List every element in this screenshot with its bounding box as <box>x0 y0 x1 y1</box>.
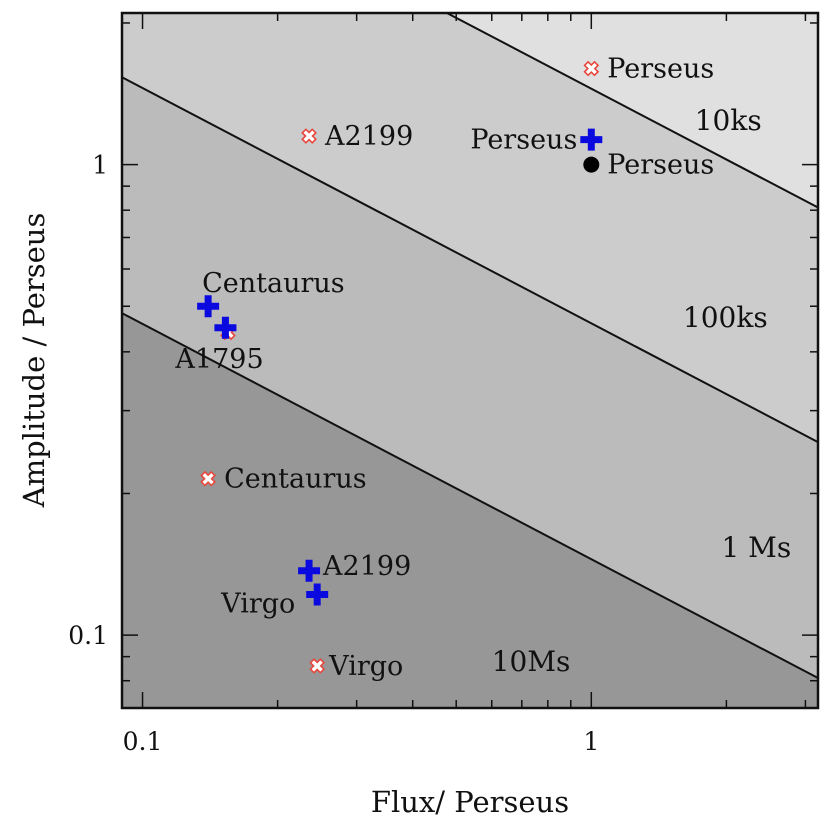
data-points <box>197 60 603 674</box>
red-x-shape <box>309 658 326 674</box>
x-axis-label: Flux/ Perseus <box>371 785 569 819</box>
x-tick-label: 1 <box>583 727 599 756</box>
point-label-a2199: A2199 <box>322 551 411 582</box>
point-label-perseus: Perseus <box>470 125 577 156</box>
red-x-marker <box>583 60 600 77</box>
tick-labels: 0.1 1 0.1 1 <box>68 151 599 756</box>
blue-plus-marker <box>214 316 237 339</box>
blue-plus-marker <box>306 583 329 606</box>
red-x-marker <box>301 128 317 144</box>
blue-plus-shape <box>197 295 220 318</box>
blue-plus-marker <box>197 295 220 318</box>
point-labels: Perseus A2199 Centaurus Virgo Perseus Centaur… <box>174 54 714 682</box>
exposure-label-10ms: 10Ms <box>492 645 571 678</box>
exposure-label-1ms: 1 Ms <box>721 531 791 564</box>
exposure-labels: 10ks 100ks 1 Ms 10Ms <box>492 104 791 678</box>
exposure-line-3 <box>122 76 818 444</box>
black-dot-marker <box>583 156 600 173</box>
point-label-a1795: A1795 <box>174 344 263 375</box>
exposure-bands <box>122 13 818 708</box>
exposure-line-2 <box>444 13 818 209</box>
y-tick-label: 1 <box>92 151 108 180</box>
blue-plus-marker <box>580 128 603 151</box>
red-x-marker <box>200 470 216 487</box>
point-label-centaurus: Centaurus <box>202 268 345 299</box>
red-x-shape <box>200 470 216 487</box>
red-x-marker <box>309 658 326 674</box>
exposure-label-100ks: 100ks <box>683 301 768 334</box>
point-label-virgo: Virgo <box>328 651 403 682</box>
blue-plus-shape <box>214 316 237 339</box>
point-label-perseus: Perseus <box>607 150 714 181</box>
point-label-centaurus: Centaurus <box>224 464 367 495</box>
blue-plus-shape <box>306 583 329 606</box>
exposure-lines <box>122 13 818 679</box>
exposure-line-4 <box>122 312 818 679</box>
band-4 <box>122 313 818 708</box>
blue-plus-shape <box>298 559 321 582</box>
x-tick-label: 0.1 <box>123 727 163 756</box>
point-label-virgo: Virgo <box>220 588 295 619</box>
red-x-shape <box>301 128 317 144</box>
blue-plus-shape <box>580 128 603 151</box>
y-axis-label: Amplitude / Perseus <box>17 213 51 509</box>
point-label-a2199: A2199 <box>324 121 413 152</box>
point-label-perseus: Perseus <box>607 54 714 85</box>
plot-frame <box>120 11 820 710</box>
blue-plus-marker <box>298 559 321 582</box>
exposure-label-10ks: 10ks <box>695 104 762 137</box>
y-tick-label: 0.1 <box>68 621 108 650</box>
red-x-shape <box>583 60 600 77</box>
